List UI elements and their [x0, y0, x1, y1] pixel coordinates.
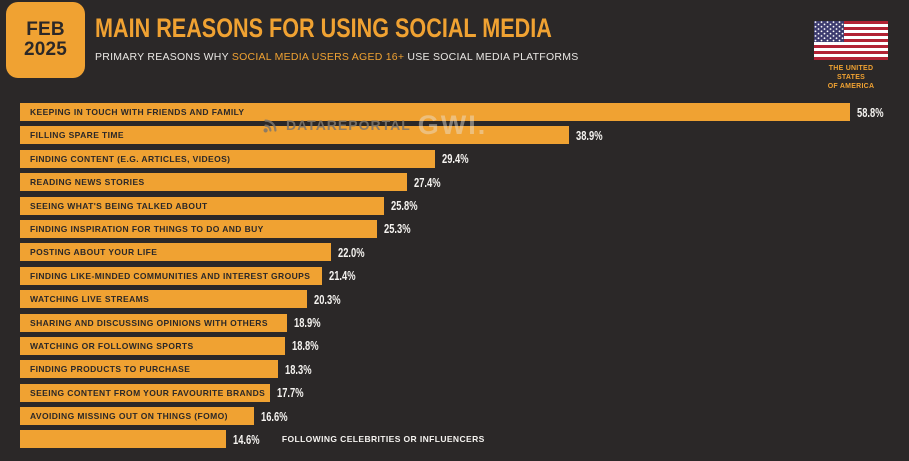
- bar-category-label: FINDING INSPIRATION FOR THINGS TO DO AND…: [30, 223, 264, 234]
- subtitle-suffix: USE SOCIAL MEDIA PLATFORMS: [404, 51, 579, 63]
- bar-category-label-outside: FOLLOWING CELEBRITIES OR INFLUENCERS: [281, 434, 485, 445]
- bar-category-label: SEEING CONTENT FROM YOUR FAVOURITE BRAND…: [30, 387, 266, 398]
- bar-value: 38.9%: [576, 127, 603, 143]
- bar-category-label: FINDING PRODUCTS TO PURCHASE: [30, 364, 191, 375]
- bar-value: 29.4%: [442, 151, 469, 167]
- bar-category-label: KEEPING IN TOUCH WITH FRIENDS AND FAMILY: [30, 107, 245, 117]
- page-title: MAIN REASONS FOR USING SOCIAL MEDIA: [95, 13, 552, 43]
- bar-value: 20.3%: [314, 291, 341, 307]
- flag-caption-line1: THE UNITED STATES: [828, 65, 874, 81]
- bar-value: 58.8%: [857, 104, 884, 120]
- subtitle-highlight: SOCIAL MEDIA USERS AGED 16+: [231, 51, 405, 63]
- bar-value: 18.3%: [285, 361, 312, 377]
- country-block: THE UNITED STATES OF AMERICA: [814, 21, 888, 91]
- bar-value: 21.4%: [329, 268, 356, 284]
- flag-caption: THE UNITED STATES OF AMERICA: [814, 64, 888, 91]
- title-block: MAIN REASONS FOR USING SOCIAL MEDIA PRIM…: [95, 13, 666, 63]
- bar-value: 25.3%: [384, 221, 411, 237]
- bar: FINDING PRODUCTS TO PURCHASE: [20, 360, 278, 379]
- bar: FINDING CONTENT (E.G. ARTICLES, VIDEOS): [20, 149, 435, 168]
- bar-row: POSTING ABOUT YOUR LIFE 22.0%: [20, 243, 909, 262]
- flag-caption-line2: OF AMERICA: [827, 83, 875, 90]
- bar: SEEING WHAT'S BEING TALKED ABOUT: [20, 196, 384, 215]
- bar-category-label: SHARING AND DISCUSSING OPINIONS WITH OTH…: [30, 317, 268, 328]
- bar-row: READING NEWS STORIES 27.4%: [20, 173, 909, 192]
- bar-value: 14.6%: [233, 431, 260, 447]
- bar-row: FILLING SPARE TIME 38.9%: [20, 126, 909, 145]
- bar: READING NEWS STORIES: [20, 173, 407, 192]
- bar: WATCHING LIVE STREAMS: [20, 290, 307, 309]
- bar-row: AVOIDING MISSING OUT ON THINGS (FOMO) 16.…: [20, 407, 909, 426]
- bar: FILLING SPARE TIME: [20, 126, 569, 145]
- bar-value: 16.6%: [261, 408, 288, 424]
- bar-category-label: SEEING WHAT'S BEING TALKED ABOUT: [30, 200, 208, 211]
- us-flag-icon: [814, 21, 888, 60]
- bar-category-label: READING NEWS STORIES: [30, 177, 145, 188]
- bar-value: 27.4%: [414, 174, 441, 190]
- subtitle-prefix: PRIMARY REASONS WHY: [95, 51, 232, 63]
- date-badge-month: FEB: [26, 19, 65, 40]
- bar-row: FINDING CONTENT (E.G. ARTICLES, VIDEOS) 2…: [20, 149, 909, 168]
- bar-row: FINDING LIKE-MINDED COMMUNITIES AND INTE…: [20, 266, 909, 285]
- bar-chart: KEEPING IN TOUCH WITH FRIENDS AND FAMILY…: [20, 103, 909, 454]
- bar: AVOIDING MISSING OUT ON THINGS (FOMO): [20, 407, 254, 426]
- bar-value: 22.0%: [338, 244, 365, 260]
- bar: SHARING AND DISCUSSING OPINIONS WITH OTH…: [20, 313, 287, 332]
- date-badge: FEB 2025: [6, 2, 85, 78]
- bar-row: SHARING AND DISCUSSING OPINIONS WITH OTH…: [20, 313, 909, 332]
- bar-category-label: WATCHING OR FOLLOWING SPORTS: [30, 340, 194, 351]
- bar: FINDING INSPIRATION FOR THINGS TO DO AND…: [20, 219, 377, 238]
- bar: WATCHING OR FOLLOWING SPORTS: [20, 336, 285, 355]
- bar-value: 18.8%: [292, 338, 319, 354]
- bar-value: 17.7%: [277, 385, 304, 401]
- bar: [20, 430, 226, 449]
- bar-row: WATCHING OR FOLLOWING SPORTS 18.8%: [20, 336, 909, 355]
- bar-row: KEEPING IN TOUCH WITH FRIENDS AND FAMILY…: [20, 103, 909, 121]
- bar: FINDING LIKE-MINDED COMMUNITIES AND INTE…: [20, 266, 322, 285]
- bar-category-label: FINDING LIKE-MINDED COMMUNITIES AND INTE…: [30, 270, 311, 281]
- bar-category-label: FILLING SPARE TIME: [30, 130, 124, 141]
- bar-category-label: FINDING CONTENT (E.G. ARTICLES, VIDEOS): [30, 153, 231, 164]
- bar-row: 14.6% FOLLOWING CELEBRITIES OR INFLUENCER…: [20, 430, 909, 449]
- bar: SEEING CONTENT FROM YOUR FAVOURITE BRAND…: [20, 383, 270, 402]
- subtitle: PRIMARY REASONS WHY SOCIAL MEDIA USERS A…: [95, 51, 666, 63]
- bar-row: SEEING CONTENT FROM YOUR FAVOURITE BRAND…: [20, 383, 909, 402]
- bar-value: 18.9%: [294, 315, 321, 331]
- bar-category-label: AVOIDING MISSING OUT ON THINGS (FOMO): [30, 411, 228, 422]
- bar-category-label: WATCHING LIVE STREAMS: [30, 294, 150, 305]
- bar-category-label: POSTING ABOUT YOUR LIFE: [30, 247, 158, 258]
- bar-row: FINDING INSPIRATION FOR THINGS TO DO AND…: [20, 219, 909, 238]
- bar: KEEPING IN TOUCH WITH FRIENDS AND FAMILY: [20, 103, 850, 121]
- bar-row: WATCHING LIVE STREAMS 20.3%: [20, 290, 909, 309]
- bar: POSTING ABOUT YOUR LIFE: [20, 243, 331, 262]
- date-badge-year: 2025: [23, 39, 68, 60]
- bar-value: 25.8%: [391, 198, 418, 214]
- bar-row: SEEING WHAT'S BEING TALKED ABOUT 25.8%: [20, 196, 909, 215]
- bar-row: FINDING PRODUCTS TO PURCHASE 18.3%: [20, 360, 909, 379]
